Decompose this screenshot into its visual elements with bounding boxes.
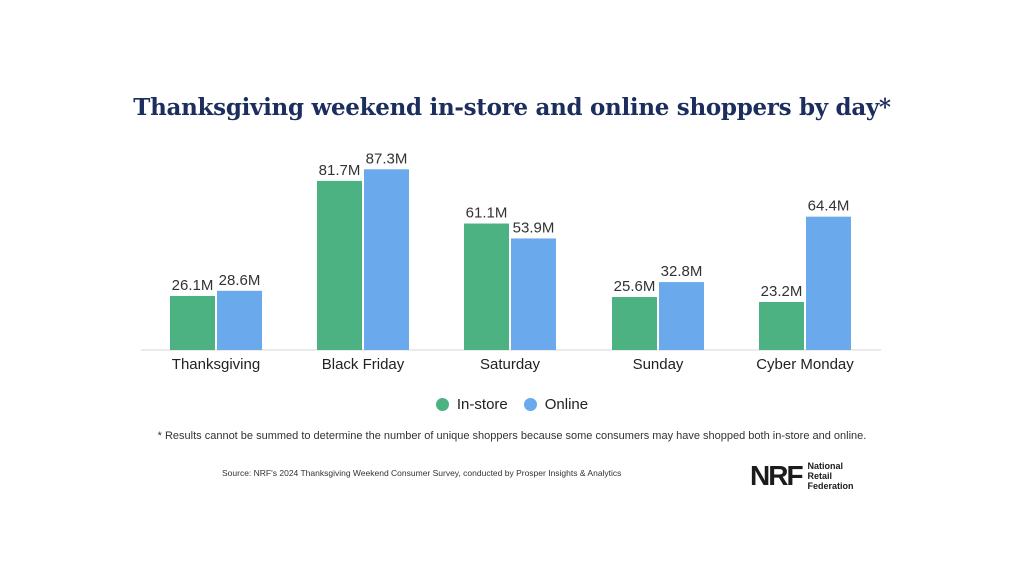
bar-online-cyber-monday <box>806 216 851 350</box>
bar-online-sunday <box>659 282 704 350</box>
data-label-in-store-black-friday: 81.7M <box>319 162 361 179</box>
x-tick-label-thanksgiving: Thanksgiving <box>172 356 260 373</box>
bar-online-black-friday <box>364 169 409 350</box>
logo-line: Federation <box>807 481 854 491</box>
data-label-online-thanksgiving: 28.6M <box>219 272 261 289</box>
nrf-logo-text: National Retail Federation <box>808 461 854 491</box>
x-tick-label-saturday: Saturday <box>480 356 541 373</box>
legend-item-online: Online <box>523 396 589 413</box>
bar-in-store-cyber-monday <box>759 301 804 350</box>
x-tick-label-black-friday: Black Friday <box>322 356 405 373</box>
legend-label-in-store: In-store <box>456 396 508 413</box>
source-note: Source: NRF's 2024 Thanksgiving Weekend … <box>222 468 622 478</box>
x-tick-label-cyber-monday: Cyber Monday <box>756 356 854 373</box>
bar-online-saturday <box>511 238 556 350</box>
legend-label-online: Online <box>544 396 589 413</box>
bar-online-thanksgiving <box>217 290 262 350</box>
data-label-online-saturday: 53.9M <box>513 219 555 236</box>
legend-swatch-online <box>523 398 537 411</box>
chart-title: Thanksgiving weekend in-store and online… <box>133 94 891 121</box>
x-tick-label-sunday: Sunday <box>633 356 684 373</box>
logo-line: Retail <box>807 471 833 481</box>
legend-swatch-in-store <box>435 398 449 411</box>
legend: In-store Online <box>0 396 1024 413</box>
data-label-online-black-friday: 87.3M <box>366 150 408 167</box>
bar-in-store-sunday <box>612 297 657 350</box>
data-label-online-sunday: 32.8M <box>661 263 703 280</box>
nrf-logo: NRF National Retail Federation <box>750 461 854 491</box>
data-label-online-cyber-monday: 64.4M <box>808 198 850 215</box>
legend-item-in-store: In-store <box>435 396 508 413</box>
bar-in-store-saturday <box>464 223 509 350</box>
data-label-in-store-sunday: 25.6M <box>614 278 656 295</box>
bar-in-store-black-friday <box>317 180 362 350</box>
data-label-in-store-cyber-monday: 23.2M <box>761 283 803 300</box>
data-label-in-store-saturday: 61.1M <box>466 205 508 222</box>
nrf-logo-mark: NRF <box>750 460 804 491</box>
footnote: * Results cannot be summed to determine … <box>157 430 867 442</box>
logo-line: National <box>807 461 844 471</box>
bar-in-store-thanksgiving <box>170 295 215 350</box>
data-label-in-store-thanksgiving: 26.1M <box>172 277 214 294</box>
